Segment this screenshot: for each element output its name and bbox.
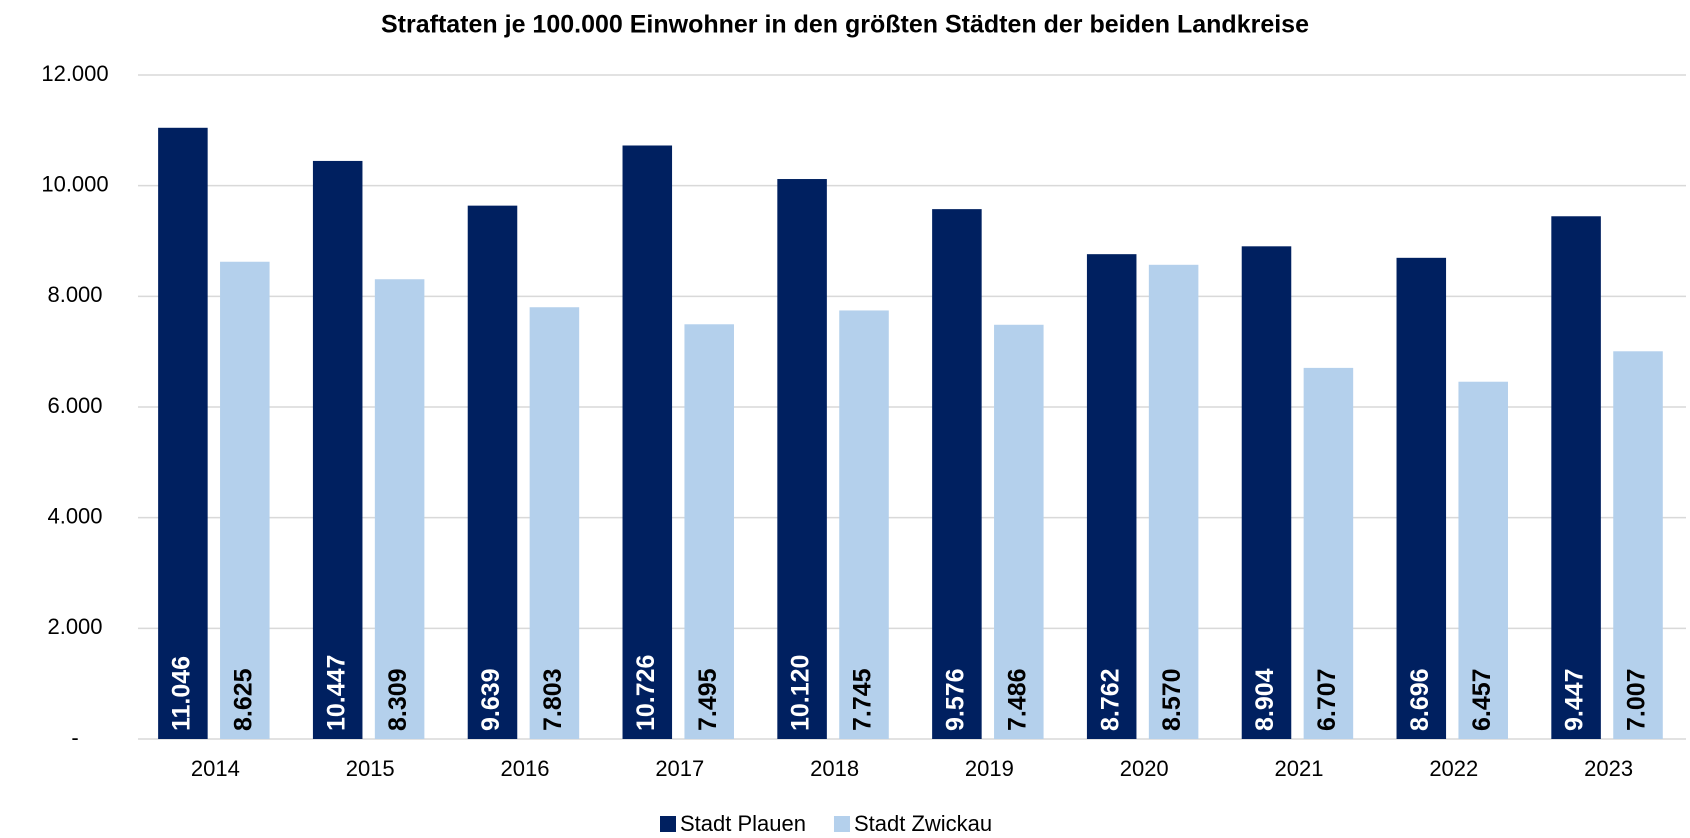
value-label: 10.447 <box>322 655 350 731</box>
x-tick-label: 2017 <box>655 756 704 781</box>
value-label: 9.639 <box>477 668 505 731</box>
legend-swatch <box>833 816 850 832</box>
bar <box>374 279 425 739</box>
y-tick-label: 6.000 <box>47 393 102 418</box>
bar <box>777 179 827 739</box>
value-label: 7.495 <box>694 668 722 731</box>
x-tick-label: 2020 <box>1120 756 1169 781</box>
bar <box>529 307 580 739</box>
x-tick-label: 2015 <box>346 756 395 781</box>
legend-label: Stadt Plauen <box>680 811 806 836</box>
bar <box>1303 367 1354 739</box>
bar <box>684 324 734 739</box>
bar <box>312 160 363 739</box>
value-label: 7.486 <box>1003 668 1031 731</box>
x-tick-label: 2022 <box>1429 756 1478 781</box>
x-tick-label: 2014 <box>191 756 240 781</box>
value-label: 8.309 <box>384 668 412 731</box>
chart-title: Straftaten je 100.000 Einwohner in den g… <box>381 11 1309 39</box>
x-tick-label: 2016 <box>501 756 550 781</box>
x-tick-label: 2021 <box>1275 756 1324 781</box>
bar <box>1458 381 1508 739</box>
value-label: 9.447 <box>1561 668 1589 731</box>
value-label: 8.762 <box>1096 668 1124 731</box>
bar <box>1551 216 1601 740</box>
bar <box>1396 257 1447 739</box>
value-label: 8.696 <box>1406 668 1434 731</box>
x-tick-label: 2018 <box>810 756 859 781</box>
value-label: 7.007 <box>1623 668 1651 731</box>
y-tick-label: 10.000 <box>41 171 108 196</box>
y-tick-label: 8.000 <box>47 282 102 307</box>
legend-swatch <box>660 816 676 832</box>
legend-label: Stadt Zwickau <box>854 811 992 836</box>
value-label: 7.745 <box>849 668 877 731</box>
bar <box>1241 246 1292 739</box>
value-label: 6.457 <box>1468 668 1496 731</box>
value-label: 11.046 <box>168 656 196 731</box>
value-label: 8.625 <box>229 668 257 731</box>
bar <box>1086 254 1137 740</box>
bar <box>994 324 1044 739</box>
bar <box>220 261 270 739</box>
y-tick-label: - <box>71 725 78 750</box>
bar <box>932 209 982 740</box>
bar <box>622 145 673 740</box>
bar <box>839 310 889 739</box>
value-label: 10.726 <box>632 655 660 731</box>
bar <box>1148 264 1199 739</box>
y-tick-label: 12.000 <box>41 61 108 86</box>
value-label: 7.803 <box>539 668 567 731</box>
value-label: 6.707 <box>1313 668 1341 731</box>
x-tick-label: 2019 <box>965 756 1014 781</box>
y-tick-label: 2.000 <box>47 614 102 639</box>
x-tick-label: 2023 <box>1584 756 1633 781</box>
bar <box>467 205 518 740</box>
value-label: 9.576 <box>942 668 970 731</box>
value-label: 8.904 <box>1251 668 1279 731</box>
value-label: 10.120 <box>787 655 815 731</box>
value-label: 8.570 <box>1158 668 1186 731</box>
y-tick-label: 4.000 <box>47 503 102 528</box>
bar <box>158 127 208 739</box>
bar <box>1613 351 1663 739</box>
